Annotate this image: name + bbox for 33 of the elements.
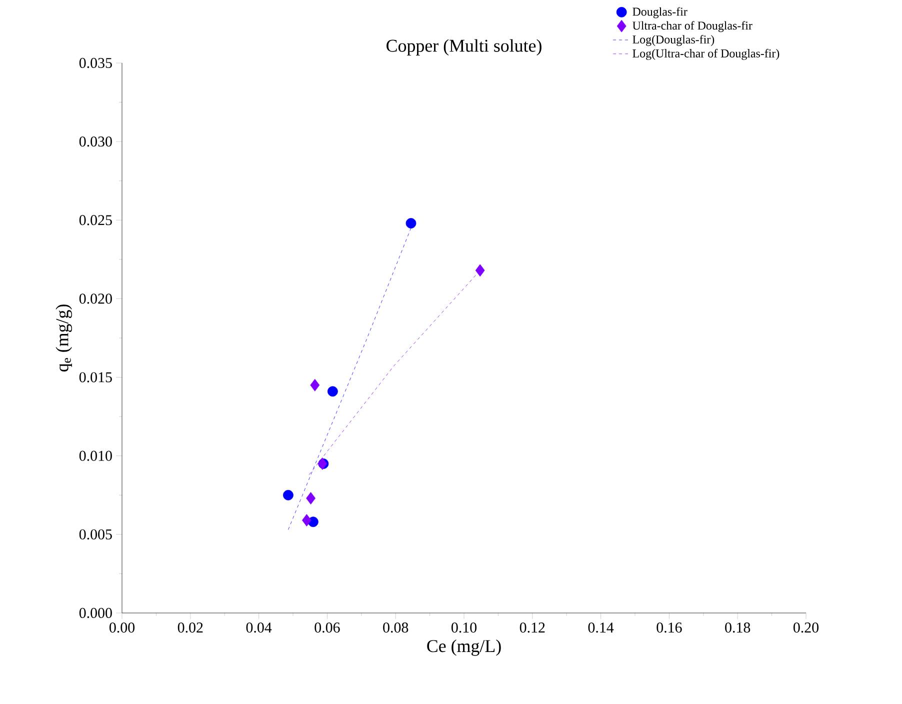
legend-label: Ultra-char of Douglas-fir <box>632 21 752 32</box>
x-tick-label: 0.10 <box>451 622 477 633</box>
y-tick-label: 0.025 <box>79 215 112 226</box>
y-tick-label: 0.010 <box>79 450 112 461</box>
y-tick-label: 0.020 <box>79 294 112 304</box>
y-tick-label: 0.005 <box>79 529 112 540</box>
x-tick-label: 0.02 <box>178 622 203 633</box>
y-tick-label: 0.000 <box>79 608 112 618</box>
x-tick-label: 0.20 <box>793 622 819 633</box>
point <box>310 378 320 392</box>
point <box>327 386 338 397</box>
legend-label: Douglas-fir <box>632 7 688 18</box>
y-axis-title: q$_{e}$ (mg/g) <box>56 304 72 372</box>
x-tick-label: 0.12 <box>520 622 545 633</box>
y-tick-label: 0.030 <box>79 136 112 147</box>
point <box>475 264 485 277</box>
point <box>302 514 312 526</box>
x-tick-label: 0.06 <box>314 622 340 633</box>
x-tick-label: 0.08 <box>383 622 408 633</box>
x-tick-label: 0.14 <box>588 622 614 633</box>
chart-title: Copper (Multi solute) <box>386 39 542 56</box>
x-tick-label: 0.18 <box>725 622 750 633</box>
y-tick-label: 0.035 <box>79 58 112 68</box>
legend-label: Log(Douglas-fir) <box>632 35 714 46</box>
point <box>283 490 294 500</box>
x-tick-label: 0.04 <box>246 622 272 633</box>
x-tick-label: 0.16 <box>656 622 682 633</box>
legend-label: Log(Ultra-char of Douglas-fir) <box>632 48 780 60</box>
x-axis-title: Ce (mg/L) <box>427 639 501 656</box>
point <box>306 492 316 504</box>
y-tick-label: 0.015 <box>79 372 112 382</box>
point <box>406 218 416 228</box>
x-tick-label: 0.00 <box>109 622 135 633</box>
